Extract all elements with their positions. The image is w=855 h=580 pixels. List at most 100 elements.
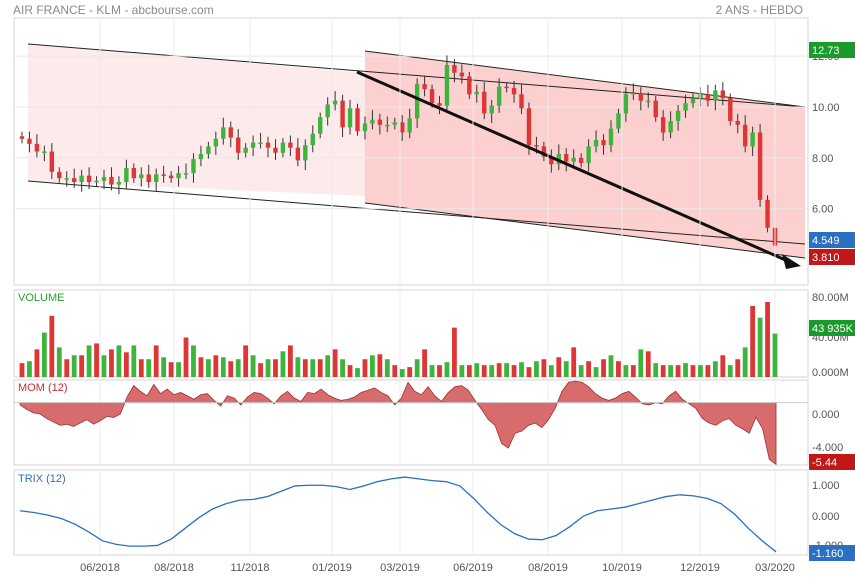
candle-body [236, 137, 241, 153]
chart-title: AIR FRANCE - KLM - abcbourse.com [13, 3, 214, 17]
chart-period: 2 ANS - HEBDO [715, 3, 803, 17]
volume-bar [586, 361, 592, 377]
candle-body [683, 103, 688, 111]
volume-bar [399, 369, 405, 377]
candle-body [750, 132, 755, 147]
trix-line [19, 476, 777, 553]
candle-body [482, 91, 487, 114]
candle-body [243, 147, 248, 153]
candle-body [623, 94, 629, 114]
candle-body [101, 176, 107, 181]
volume-bar [56, 347, 62, 377]
volume-bar [638, 349, 644, 377]
badge-high-bg [809, 42, 855, 58]
volume-bar [49, 315, 55, 377]
candle-body [385, 124, 390, 127]
candle-body [109, 176, 114, 185]
candle-body [534, 145, 539, 147]
candle-body [310, 133, 315, 146]
volume-bar [183, 337, 189, 377]
volume-bar [295, 357, 301, 377]
volume-bar [742, 347, 748, 377]
candle-body [564, 154, 569, 162]
candle-body [295, 147, 301, 161]
channel2-upper-line [364, 50, 806, 108]
volume-bar [310, 359, 316, 377]
volume-bar [377, 354, 383, 377]
volume-bar [616, 361, 621, 377]
candle-body [720, 90, 726, 99]
volume-bar [220, 357, 226, 377]
volume-bar [101, 355, 107, 377]
candle-body [221, 127, 226, 139]
x-tick-label: 01/2019 [312, 562, 352, 574]
badge-low: 3.810 [812, 252, 840, 264]
candle-body [549, 156, 554, 165]
candle-body [452, 65, 457, 73]
candle-body [213, 138, 219, 147]
candle-body [116, 182, 122, 185]
candle-body [340, 100, 345, 128]
candle-body [34, 143, 40, 152]
volume-bar [563, 361, 569, 377]
volume-bar [392, 365, 398, 377]
volume-bar [683, 363, 688, 377]
volume-bar [198, 357, 204, 377]
candle-body [370, 119, 375, 124]
x-tick-label: 06/2018 [80, 562, 120, 574]
candle-body [168, 175, 174, 179]
volume-label: VOLUME [18, 292, 64, 304]
volume-y-tick: 0.000M [812, 367, 849, 379]
channel-dark-area [365, 51, 805, 258]
volume-bar [765, 301, 770, 377]
candle-body [571, 157, 576, 162]
volume-y-tick: 80.00M [812, 292, 849, 304]
volume-bar [273, 359, 278, 377]
volume-bar [265, 359, 271, 377]
candle-body [228, 127, 233, 138]
volume-bar [452, 327, 457, 377]
volume-bar [645, 351, 651, 377]
volume-bar [287, 345, 293, 377]
volume-bar [71, 355, 77, 377]
volume-bar [422, 349, 427, 377]
candle-body [757, 132, 763, 200]
price-panel-frame [13, 17, 809, 286]
x-tick-label: 06/2019 [453, 562, 493, 574]
candle-body [705, 94, 711, 101]
badge-low-bg [809, 249, 855, 265]
trend-arrow-line [356, 70, 791, 264]
volume-bar [205, 359, 211, 377]
x-tick-label: 11/2018 [231, 562, 270, 574]
volume-bar [27, 361, 32, 377]
candle-body [325, 104, 330, 118]
volume-bar [705, 365, 711, 377]
x-tick-label: 10/2019 [602, 562, 642, 574]
volume-bar [34, 349, 40, 377]
volume-bar [496, 363, 502, 377]
candle-body [429, 89, 435, 104]
volume-bar [79, 355, 85, 377]
x-tick-label: 08/2019 [528, 562, 568, 574]
volume-bar [481, 365, 487, 377]
candle-body [27, 138, 32, 144]
volume-bar [123, 352, 129, 377]
candle-body [131, 168, 137, 179]
candle-body [616, 113, 621, 129]
trix-y-tick: 0.000 [812, 511, 840, 523]
channel2-lower-line [364, 202, 806, 259]
volume-bar [712, 361, 718, 377]
candle-body [519, 94, 524, 109]
price-y-tick: 10.00 [812, 102, 840, 114]
candle-body [265, 142, 271, 148]
volume-bar [727, 365, 733, 377]
candle-body [742, 124, 748, 147]
candle-body [347, 108, 353, 128]
volume-bar [660, 365, 666, 377]
mom-badge-bg [809, 454, 855, 470]
volume-bar [750, 305, 756, 377]
volume-bar [690, 365, 696, 377]
volume-bar [384, 359, 390, 377]
volume-bar [489, 365, 495, 377]
volume-bar [161, 357, 167, 377]
